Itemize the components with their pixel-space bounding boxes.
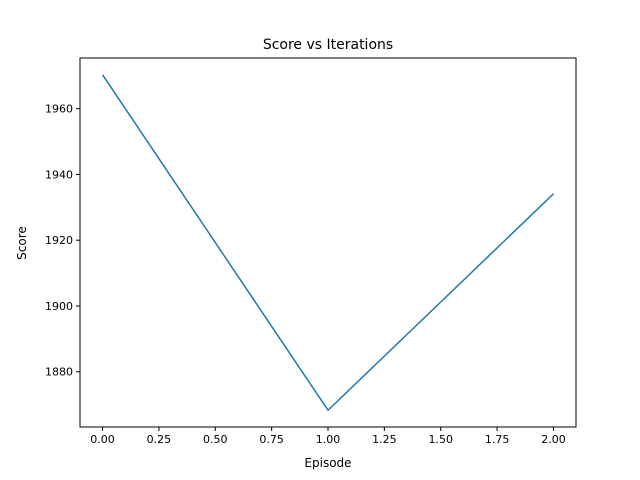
- y-tick-label: 1880: [45, 366, 73, 379]
- x-tick-label: 0.75: [259, 433, 284, 446]
- x-tick-label: 1.50: [428, 433, 453, 446]
- x-tick-label: 1.00: [316, 433, 341, 446]
- x-tick-label: 0.25: [147, 433, 172, 446]
- y-axis-label: Score: [15, 226, 29, 260]
- y-tick-label: 1920: [45, 234, 73, 247]
- series-line-0: [101, 74, 554, 411]
- x-tick-label: 0.00: [90, 433, 115, 446]
- x-axis-label: Episode: [304, 456, 351, 470]
- chart-title: Score vs Iterations: [263, 37, 393, 53]
- x-tick-label: 1.75: [485, 433, 510, 446]
- plot-area: 0.00 0.25 0.50 0.75 1.00 1.25 1.50 1.75 2.00 1880…: [45, 57, 577, 446]
- x-tick-label: 2.00: [541, 433, 566, 446]
- y-tick-label: 1940: [45, 168, 73, 181]
- x-tick-label: 0.50: [203, 433, 228, 446]
- y-tick-label: 1960: [45, 103, 73, 116]
- y-tick-label: 1900: [45, 300, 73, 313]
- x-tick-label: 1.25: [372, 433, 397, 446]
